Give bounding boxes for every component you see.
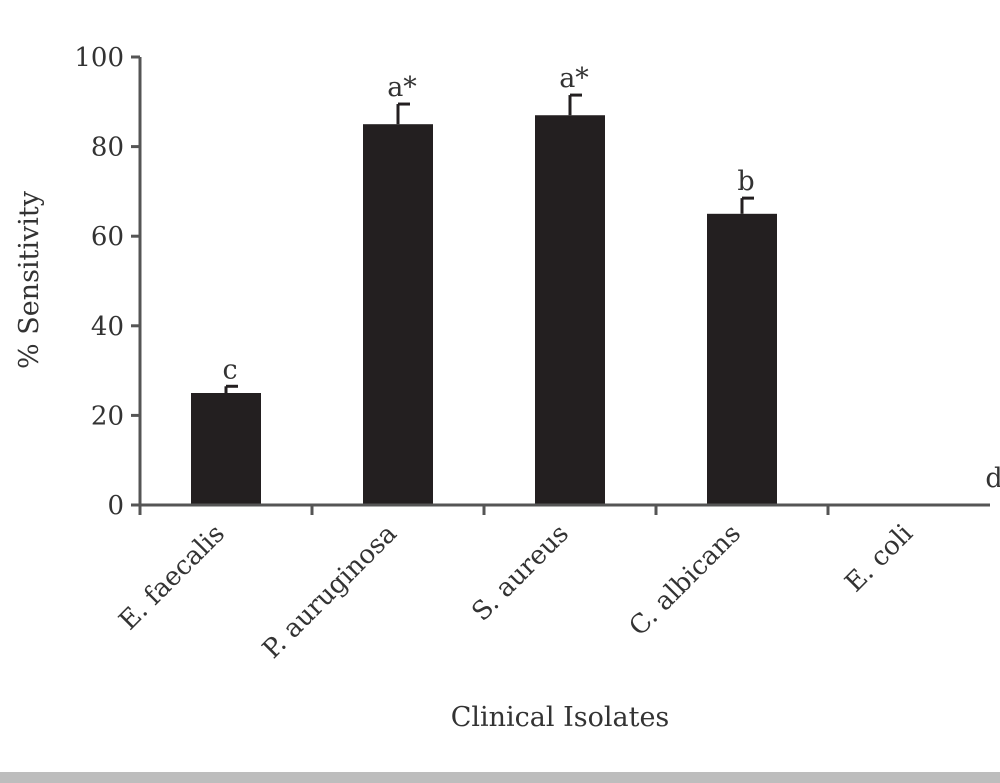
y-ticks-group: 0 20 40 60 80 100 bbox=[74, 43, 140, 521]
y-tick-label: 100 bbox=[74, 43, 124, 73]
error-bars-group bbox=[224, 93, 754, 393]
bar bbox=[363, 124, 433, 505]
significance-labels-group: c a* a* b d bbox=[222, 63, 1000, 494]
category-label: C. albicans bbox=[624, 519, 747, 642]
x-axis-title: Clinical Isolates bbox=[451, 702, 670, 733]
bar bbox=[191, 393, 261, 505]
x-ticks-group bbox=[138, 505, 830, 515]
bar bbox=[707, 213, 777, 506]
y-tick-label: 40 bbox=[91, 312, 124, 342]
y-axis-title: % Sensitivity bbox=[14, 190, 45, 369]
y-tick-label: 60 bbox=[91, 222, 124, 252]
category-label: E. faecalis bbox=[114, 519, 231, 636]
y-tick-label: 20 bbox=[91, 401, 124, 431]
significance-label: c bbox=[222, 354, 237, 385]
bars-group bbox=[191, 115, 777, 506]
bar bbox=[535, 115, 605, 506]
category-label: E. coli bbox=[839, 519, 918, 598]
significance-label: b bbox=[737, 166, 754, 197]
footer-rule bbox=[0, 772, 1000, 783]
significance-label: d bbox=[985, 463, 1000, 494]
y-tick-label: 80 bbox=[91, 133, 124, 163]
significance-label: a* bbox=[559, 63, 589, 94]
category-label: S. aureus bbox=[466, 519, 575, 628]
significance-label: a* bbox=[387, 72, 417, 103]
category-label: P. auruginosa bbox=[257, 519, 403, 665]
category-labels-group: E. faecalis P. auruginosa S. aureus C. albi… bbox=[114, 519, 919, 665]
y-tick-label: 0 bbox=[107, 491, 124, 521]
